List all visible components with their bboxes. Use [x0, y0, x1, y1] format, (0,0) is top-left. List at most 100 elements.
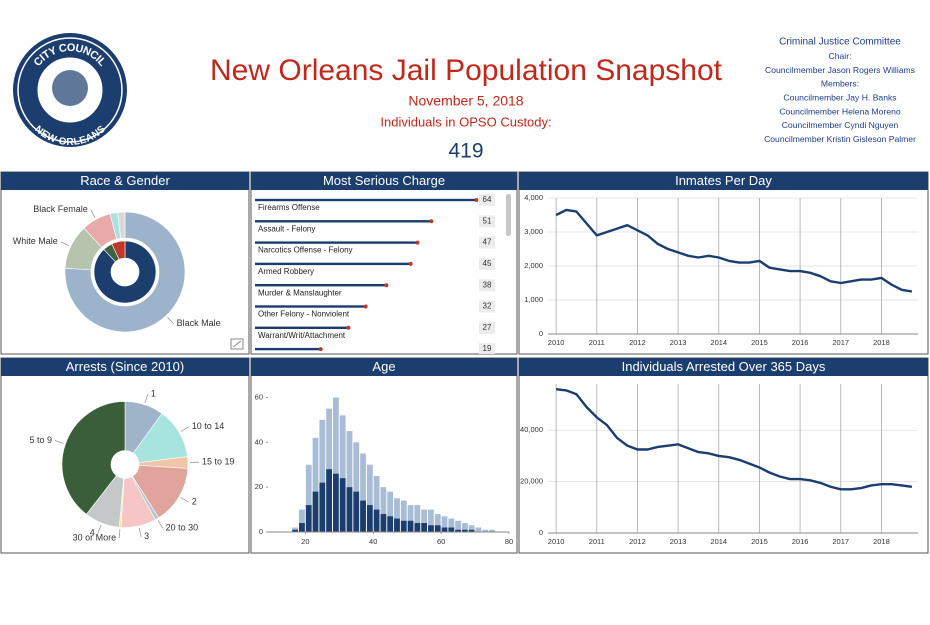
custody-label: Individuals in OPSO Custody: — [380, 114, 551, 129]
histogram-bar — [434, 514, 441, 532]
y-tick-label: 0 — [259, 527, 263, 536]
slice-label: White Male — [13, 236, 58, 246]
value-label-box — [479, 236, 495, 249]
histogram-bar — [339, 415, 346, 532]
bar-label: Assault - Felony — [258, 224, 315, 233]
committee-line: Councilmember Cyndi Nguyen — [782, 120, 899, 130]
committee-line: Councilmember Jason Rogers Williams — [765, 65, 915, 75]
chart-body: Black Male White Male Black Female — [13, 204, 221, 333]
histogram-bar — [339, 478, 346, 532]
histogram-bar — [299, 509, 305, 532]
histogram-bar — [292, 529, 299, 532]
donut-slice — [64, 211, 186, 333]
x-tick-label: 2013 — [670, 537, 687, 546]
leader-line — [157, 520, 164, 529]
bar — [255, 305, 366, 308]
panel-title-bar — [519, 358, 928, 376]
bar-label: Narcotics Offense - Felony — [258, 246, 353, 255]
panel-title-bar — [519, 172, 928, 190]
histogram-bar — [407, 520, 414, 532]
panel-title: Race & Gender — [80, 173, 170, 188]
value-label: 38 — [483, 280, 492, 289]
bar-end — [474, 198, 479, 202]
x-tick-label: 20 — [301, 537, 309, 546]
leader-line — [180, 426, 189, 432]
chart-body: 0 20 40 60 20 40 60 80 — [255, 392, 514, 546]
histogram-bar — [332, 473, 339, 532]
x-tick-label: 40 — [369, 537, 377, 546]
bar-label: Warrant/Writ/Attachment — [258, 331, 346, 340]
histogram-bar — [448, 518, 455, 532]
value-label-box — [479, 321, 495, 334]
leader-line — [118, 529, 121, 539]
bar — [255, 241, 418, 244]
bar — [255, 284, 387, 287]
panel-title-bar — [251, 172, 517, 190]
slice-label: 5 to 9 — [29, 435, 52, 445]
histogram-bar — [387, 516, 394, 532]
value-label: 64 — [483, 195, 492, 204]
histogram-bar — [421, 509, 428, 532]
histogram-bar — [299, 523, 305, 532]
value-label-box — [479, 343, 495, 354]
bar — [255, 198, 477, 202]
histogram-bar — [319, 419, 326, 532]
x-tick-label: 2016 — [792, 338, 809, 347]
slice-label: Black Male — [177, 318, 221, 328]
y-tick-label: 0 — [539, 528, 543, 537]
y-tick-label: 40,000 — [520, 425, 543, 434]
x-tick-label: 2017 — [832, 338, 849, 347]
scrollbar[interactable] — [506, 194, 511, 236]
leader-line — [180, 497, 189, 503]
histogram-bar — [312, 491, 319, 532]
x-tick-label: 2012 — [629, 338, 646, 347]
y-tick-label: 0 — [539, 329, 543, 338]
date: November 5, 2018 — [408, 93, 523, 109]
value-label: 51 — [483, 216, 492, 225]
x-tick-label: 2010 — [548, 537, 565, 546]
histogram-bar — [353, 442, 360, 532]
slice-label: Black Female — [33, 204, 88, 214]
histogram-bar — [475, 527, 482, 532]
histogram-bar — [414, 505, 421, 532]
histogram-bar — [448, 527, 455, 532]
histogram-bar — [468, 525, 475, 532]
leader-line — [138, 527, 142, 537]
histogram-bar — [312, 437, 319, 532]
expand-icon[interactable] — [230, 338, 244, 350]
slice-label: 20 to 30 — [166, 523, 199, 533]
histogram-bar — [400, 500, 407, 532]
y-tick-label: 2,000 — [524, 261, 543, 270]
panel: Individuals Arrested Over 365 Days 0 20,00… — [518, 357, 929, 554]
bar-end — [408, 261, 413, 266]
histogram-bar — [441, 516, 448, 532]
histogram-bar — [366, 464, 373, 532]
histogram-bar — [441, 527, 448, 532]
logo: CITY COUNCIL NEW ORLEANS — [13, 33, 127, 148]
panel-title: Arrests (Since 2010) — [66, 359, 185, 374]
panel: Arrests (Since 2010) 1 10 to 14 15 to 19 2 20… — [0, 357, 250, 554]
leader-line — [144, 393, 149, 403]
panel-title-bar — [1, 172, 249, 190]
slice-label: 3 — [144, 531, 149, 541]
histogram-bar — [366, 505, 373, 532]
x-tick-label: 80 — [505, 537, 513, 546]
histogram-bar — [373, 475, 380, 532]
x-tick-label: 2015 — [751, 537, 768, 546]
histogram-bar — [414, 523, 421, 532]
donut-slice — [111, 240, 126, 260]
expand-icon-arrow — [232, 340, 242, 348]
histogram-bar — [482, 529, 489, 532]
panel-title-bar — [251, 358, 517, 376]
panel-title: Individuals Arrested Over 365 Days — [622, 359, 826, 374]
bar-end — [415, 240, 420, 245]
x-tick-label: 2017 — [832, 537, 849, 546]
histogram-bar — [332, 397, 339, 532]
leader-line — [167, 316, 174, 325]
committee-line: Chair: — [829, 51, 852, 61]
x-tick-label: 2012 — [629, 537, 646, 546]
committee-line: Members: — [821, 79, 859, 89]
histogram-bar — [305, 505, 312, 532]
histogram-bar — [373, 509, 380, 532]
